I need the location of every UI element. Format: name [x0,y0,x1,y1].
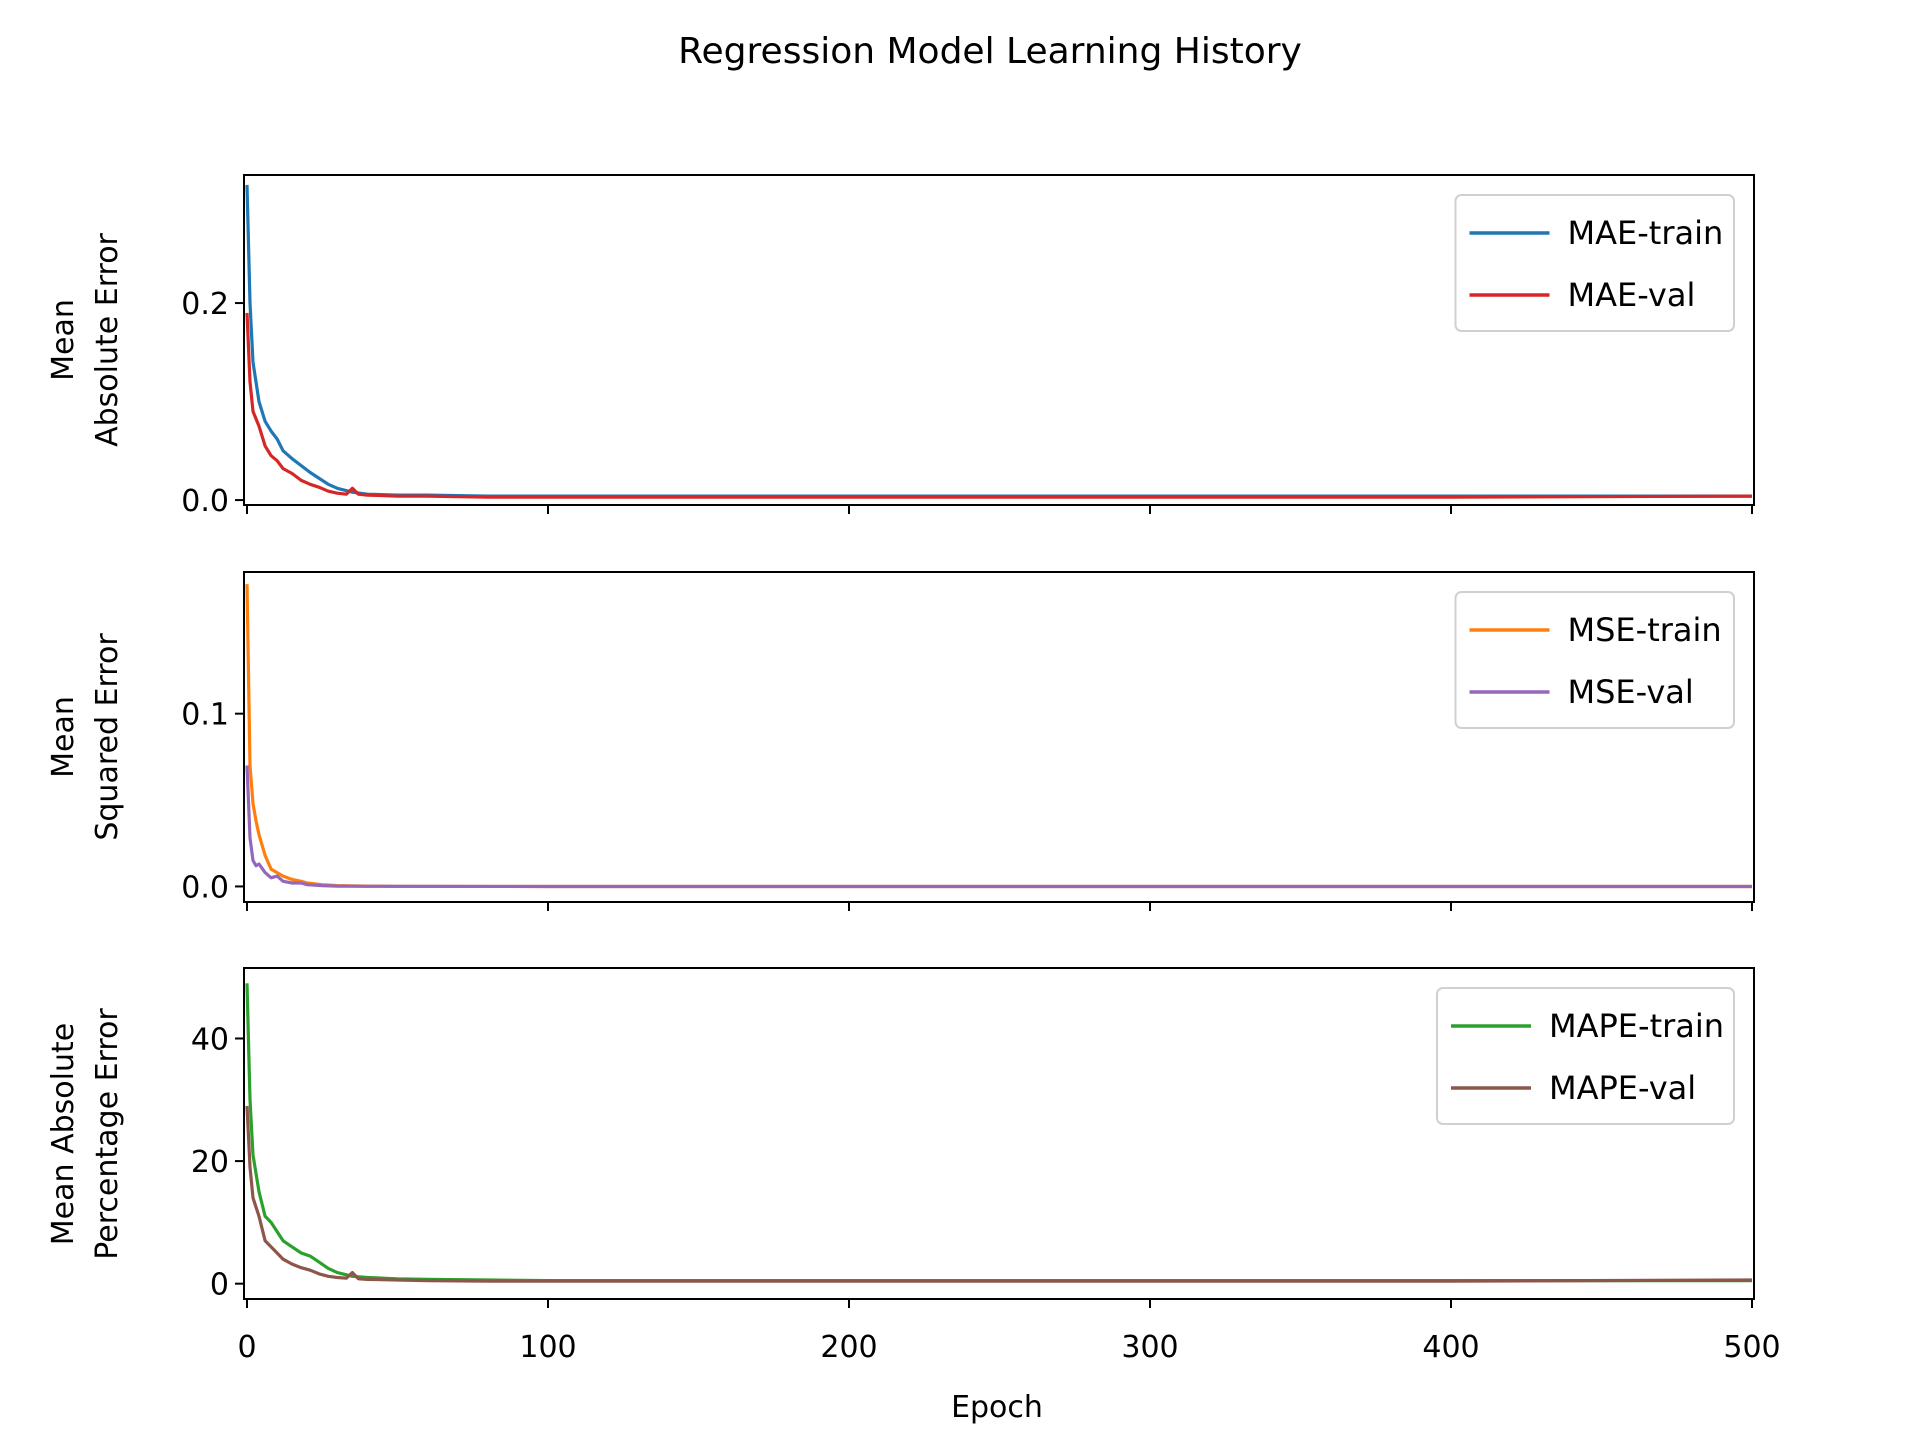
axes-frame [243,174,1755,506]
figure-title: Regression Model Learning History [678,31,1302,72]
legend-label: MSE-train [1568,611,1722,649]
x-tick-label: 500 [1723,1330,1780,1365]
series-line-mae-val [245,312,1753,499]
legend-box [1454,591,1735,729]
y-tick-label: 0.0 [181,484,229,519]
mse-ylabel-line1: Mean [46,696,81,778]
mse-ylabel-line2: Squared Error [90,633,125,841]
mape-panel: Mean Absolute Percentage Error 0 20 40 MAPE… [46,967,1755,1308]
series-line-mse-val [245,765,1752,889]
legend-box [1436,987,1735,1125]
axes-frame [243,571,1755,903]
x-tick-label: 100 [519,1330,576,1365]
legend-label: MAE-val [1568,276,1696,314]
x-tick-label: 300 [1121,1330,1178,1365]
legend-label: MAPE-val [1549,1069,1696,1107]
y-tick-label: 0 [210,1268,229,1303]
x-axis-labels: 0 100 200 300 400 500 Epoch [237,1330,1780,1425]
mape-ylabel-line1: Mean Absolute [46,1023,81,1245]
x-tick-label: 200 [820,1330,877,1365]
legend-box [1454,194,1735,332]
y-tick-label: 0.0 [181,870,229,905]
x-axis-label: Epoch [951,1390,1043,1425]
y-tick-label: 0.1 [181,698,229,733]
mape-ylabel-line2: Percentage Error [90,1008,125,1260]
mae-ylabel-line2: Absolute Error [90,232,125,446]
mae-panel: Mean Absolute Error 0.0 0.2 MAE-train MAE-v… [46,174,1755,519]
axes-frame [243,967,1755,1300]
y-tick-label: 40 [191,1022,229,1057]
x-tick-label: 400 [1422,1330,1479,1365]
mae-ylabel-line1: Mean [46,299,81,381]
x-tick-label: 0 [237,1330,256,1365]
legend-label: MAPE-train [1549,1007,1724,1045]
legend-label: MAE-train [1568,214,1724,252]
legend-label: MSE-val [1568,673,1694,711]
y-tick-label: 0.2 [181,287,229,322]
y-tick-label: 20 [191,1145,229,1180]
series-line-mape-val [245,1105,1753,1283]
mse-panel: Mean Squared Error 0.0 0.1 MSE-train MSE-va… [46,571,1755,911]
